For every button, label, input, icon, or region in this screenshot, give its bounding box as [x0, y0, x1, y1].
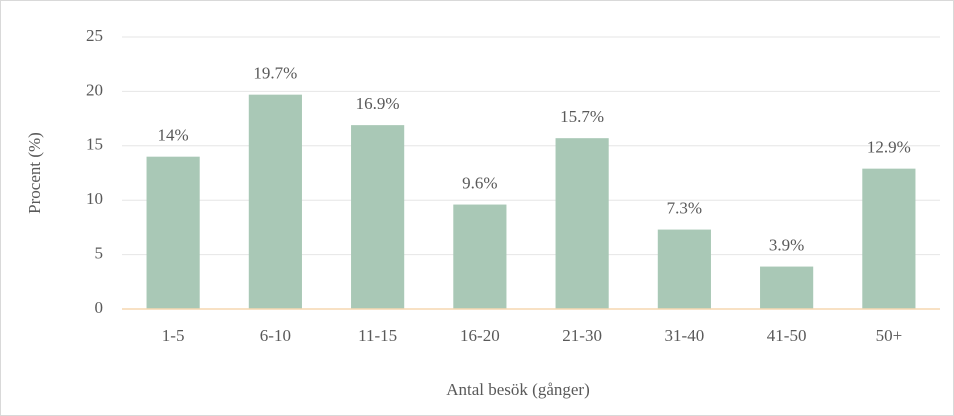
- bar: [351, 125, 405, 310]
- x-tick-label: 50+: [876, 326, 903, 345]
- x-tick-label: 11-15: [358, 326, 397, 345]
- y-tick-label: 10: [86, 189, 103, 208]
- x-axis-label: Antal besök (gånger): [446, 380, 590, 399]
- y-axis-label: Procent (%): [25, 132, 44, 214]
- bar: [760, 266, 814, 309]
- data-label: 16.9%: [356, 94, 400, 113]
- x-tick-label: 1-5: [162, 326, 185, 345]
- bar: [657, 229, 711, 309]
- x-tick-label: 31-40: [665, 326, 705, 345]
- bar: [555, 138, 609, 309]
- y-tick-label: 5: [95, 244, 104, 263]
- data-label: 12.9%: [867, 138, 911, 157]
- data-label: 9.6%: [462, 173, 497, 192]
- data-label: 19.7%: [253, 64, 297, 83]
- bar: [146, 156, 200, 309]
- x-tick-label: 16-20: [460, 326, 500, 345]
- y-tick-label: 15: [86, 135, 103, 154]
- data-label: 3.9%: [769, 235, 804, 254]
- x-tick-label: 41-50: [767, 326, 807, 345]
- y-tick-label: 0: [95, 298, 104, 317]
- y-tick-label: 25: [86, 26, 103, 45]
- y-tick-label: 20: [86, 80, 103, 99]
- data-label: 15.7%: [560, 107, 604, 126]
- data-label: 14%: [158, 126, 189, 145]
- x-tick-label: 21-30: [562, 326, 602, 345]
- x-tick-label: 6-10: [260, 326, 291, 345]
- bar: [248, 94, 302, 309]
- bar: [862, 168, 916, 309]
- bar: [453, 204, 507, 309]
- data-label: 7.3%: [667, 198, 702, 217]
